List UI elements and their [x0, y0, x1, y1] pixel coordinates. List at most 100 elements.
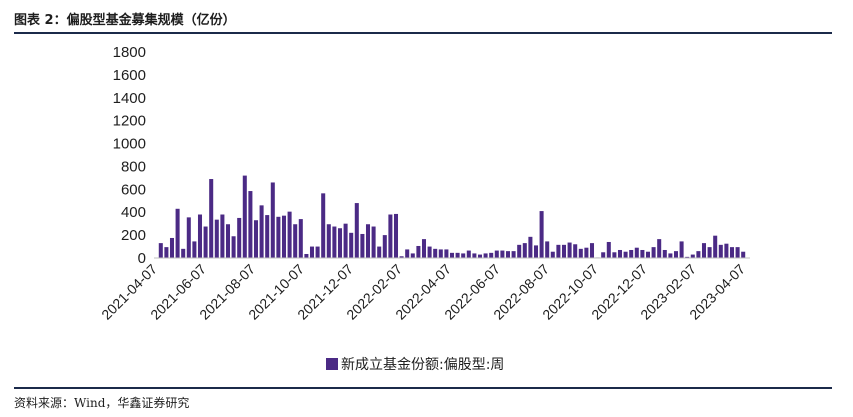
bar — [461, 253, 466, 258]
bar — [466, 250, 471, 258]
bar — [158, 243, 163, 258]
bar — [612, 252, 617, 258]
legend-label: 新成立基金份额:偏股型:周 — [341, 356, 504, 373]
bar — [304, 253, 309, 258]
bar — [511, 251, 516, 258]
bar — [237, 217, 242, 258]
bar — [343, 223, 348, 258]
bar — [483, 253, 488, 258]
y-tick-label: 1800 — [113, 44, 146, 61]
bar — [718, 244, 723, 258]
bar — [561, 244, 567, 258]
bar — [578, 248, 583, 258]
y-tick-label: 1400 — [113, 90, 146, 107]
bar — [556, 244, 561, 258]
bar — [657, 239, 662, 258]
legend-swatch — [326, 358, 338, 370]
bar — [606, 241, 611, 258]
bar — [287, 211, 292, 258]
bar — [365, 224, 371, 258]
header-rule — [14, 32, 832, 34]
bar — [662, 249, 667, 258]
bar — [634, 247, 639, 258]
bar — [270, 182, 275, 258]
bar — [220, 214, 225, 258]
chart-title: 图表 2：偏股型基金募集规模（亿份） — [14, 13, 236, 28]
bar — [164, 247, 169, 258]
bar — [349, 232, 354, 258]
bar — [405, 249, 410, 258]
bar — [259, 205, 264, 258]
bar — [321, 193, 326, 258]
bar — [371, 226, 376, 258]
bar — [186, 217, 191, 258]
bar — [444, 249, 449, 258]
bar — [477, 254, 483, 258]
bar — [281, 215, 287, 258]
bar — [298, 219, 303, 258]
bar — [545, 241, 550, 258]
bar — [242, 175, 247, 258]
bar — [293, 224, 298, 258]
y-tick-label: 200 — [121, 227, 146, 244]
bar — [197, 214, 203, 258]
bar — [332, 226, 337, 258]
y-tick-label: 1000 — [113, 136, 146, 153]
bar — [315, 246, 320, 258]
bar — [382, 235, 387, 258]
bar-series — [158, 175, 746, 259]
bar — [533, 245, 539, 258]
bar — [248, 191, 253, 258]
y-tick-label: 800 — [121, 158, 146, 175]
bar — [472, 253, 477, 258]
y-axis-ticks: 0 200 400 600 800 1000 1200 1400 1600 1800 — [113, 44, 146, 267]
bar — [673, 251, 679, 258]
bar — [399, 256, 404, 258]
bar — [640, 249, 645, 258]
bar — [433, 248, 438, 258]
bar — [629, 249, 634, 258]
bar — [354, 203, 359, 258]
bar — [617, 249, 623, 258]
bar — [567, 242, 572, 258]
bar — [573, 244, 578, 258]
bar — [729, 247, 735, 258]
bar — [169, 237, 175, 258]
bar — [701, 243, 707, 258]
source-note: 资料来源：Wind，华鑫证券研究 — [14, 396, 190, 410]
bar — [416, 245, 421, 258]
bar — [209, 179, 214, 258]
bar — [410, 253, 415, 258]
bar — [690, 254, 695, 258]
y-tick-label: 400 — [121, 204, 146, 221]
bar — [337, 228, 343, 258]
bar — [707, 247, 712, 258]
bar — [231, 236, 236, 258]
bar — [455, 252, 460, 258]
bar — [276, 216, 281, 258]
bar — [214, 219, 219, 258]
bar — [668, 253, 673, 258]
bar — [517, 244, 522, 258]
bar — [192, 241, 197, 258]
x-axis-ticks: 2021-04-072021-06-072021-08-072021-10-07… — [98, 261, 748, 323]
bar — [388, 214, 393, 258]
bar — [505, 251, 511, 258]
bar — [309, 246, 315, 258]
bar — [438, 249, 443, 258]
bar — [645, 251, 651, 258]
bar — [489, 252, 494, 258]
bar — [181, 248, 186, 258]
bar — [427, 246, 432, 258]
bar — [696, 251, 701, 258]
bar — [741, 251, 746, 258]
bar — [203, 226, 208, 258]
bar — [393, 213, 399, 258]
bar — [326, 224, 331, 258]
bar — [360, 233, 365, 258]
bar — [265, 215, 270, 258]
bar — [377, 246, 382, 258]
bar — [500, 250, 505, 258]
bar — [449, 252, 455, 258]
bar — [550, 251, 555, 258]
